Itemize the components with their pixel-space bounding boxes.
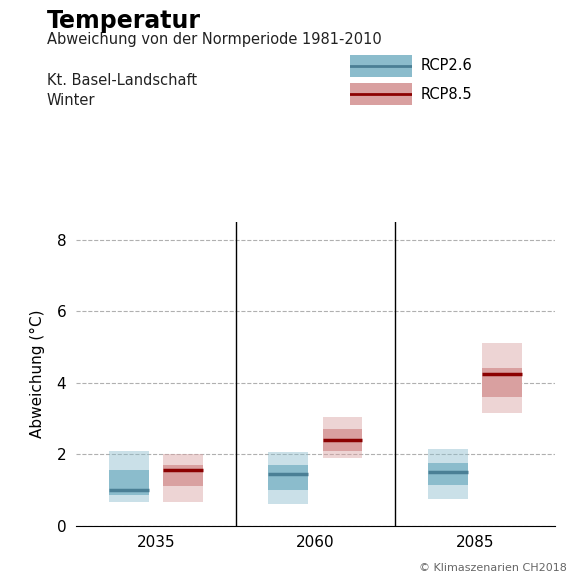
Bar [482,397,522,413]
Bar [482,369,522,397]
Bar [482,343,522,369]
Bar [163,465,203,486]
Bar [428,449,468,463]
Bar [322,429,363,451]
Bar [109,470,148,495]
Text: RCP2.6: RCP2.6 [420,58,472,74]
Bar [268,490,308,504]
Bar [109,451,148,470]
Bar [109,495,148,502]
Bar [428,463,468,485]
Bar [268,465,308,490]
Text: RCP8.5: RCP8.5 [420,86,472,102]
Bar [163,454,203,465]
Bar [428,485,468,499]
Bar [268,453,308,465]
Text: Abweichung von der Normperiode 1981-2010: Abweichung von der Normperiode 1981-2010 [47,32,381,47]
Bar [322,451,363,458]
Y-axis label: Abweichung (°C): Abweichung (°C) [30,310,46,438]
Text: Winter: Winter [47,93,95,109]
Bar [163,486,203,502]
Bar [322,416,363,429]
Text: Kt. Basel-Landschaft: Kt. Basel-Landschaft [47,73,197,88]
Text: © Klimaszenarien CH2018: © Klimaszenarien CH2018 [419,564,566,573]
Text: Temperatur: Temperatur [47,9,201,33]
